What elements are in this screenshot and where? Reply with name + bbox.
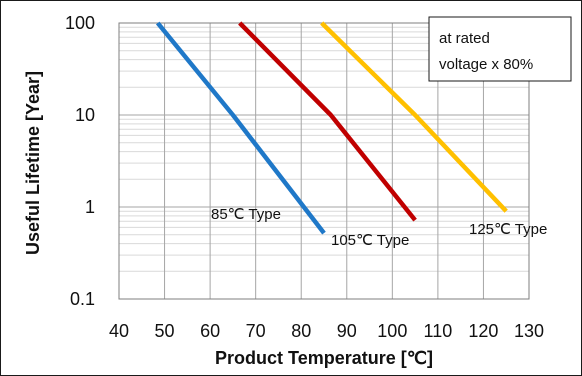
- x-tick-label: 50: [155, 321, 175, 341]
- series-labels: 85℃ Type 105℃ Type 125℃ Type: [211, 206, 547, 249]
- x-tick-label: 100: [377, 321, 407, 341]
- y-axis-title: Useful Lifetime [Year]: [23, 71, 43, 255]
- series-line: [320, 21, 508, 213]
- x-tick-label: 130: [514, 321, 544, 341]
- x-tick-label: 40: [109, 321, 129, 341]
- annotation-line-2: voltage x 80%: [439, 56, 533, 73]
- series-label: 85℃ Type: [211, 206, 281, 223]
- annotation-line-1: at rated: [439, 30, 490, 47]
- annotation-box: at rated voltage x 80%: [428, 16, 572, 82]
- y-tick-labels: 0.1 1 10 100: [65, 13, 95, 309]
- series-label: 125℃ Type: [469, 221, 547, 238]
- y-tick-label: 10: [75, 105, 95, 125]
- x-tick-labels: 40 50 60 70 80 90 100 110 120 130: [109, 321, 544, 341]
- y-tick-label: 1: [85, 197, 95, 217]
- y-tick-label: 100: [65, 13, 95, 33]
- y-tick-label: 0.1: [70, 289, 95, 309]
- x-tick-label: 90: [337, 321, 357, 341]
- series-label: 105℃ Type: [331, 232, 409, 249]
- series-line: [155, 21, 326, 235]
- series-layer: [155, 21, 508, 235]
- x-tick-label: 120: [468, 321, 498, 341]
- x-tick-label: 70: [246, 321, 266, 341]
- x-axis-title: Product Temperature [℃]: [215, 348, 433, 368]
- x-tick-label: 80: [291, 321, 311, 341]
- annotation-border: [428, 16, 572, 82]
- x-tick-label: 110: [424, 321, 453, 341]
- series-line: [238, 21, 417, 222]
- x-tick-label: 60: [200, 321, 220, 341]
